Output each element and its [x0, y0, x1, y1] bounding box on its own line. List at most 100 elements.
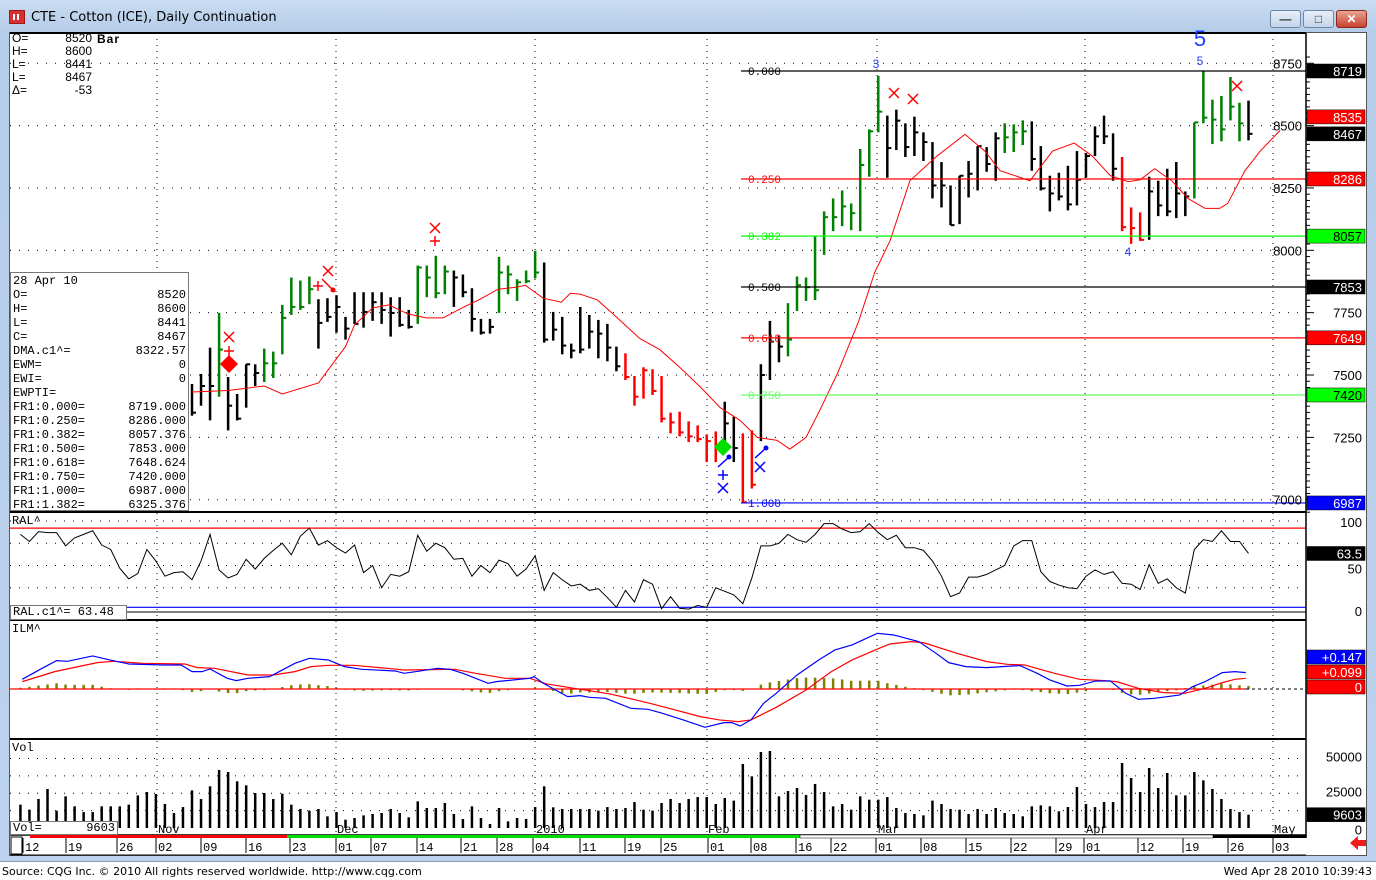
maximize-button[interactable]: □ [1303, 10, 1334, 28]
price-pane[interactable]: 0.000 0.250 0.382 0.500 0.618 0.750 1.000 [190, 67, 1306, 511]
month-label: Mar [878, 823, 900, 837]
price-bar [380, 292, 386, 324]
price-bar [813, 235, 820, 300]
month-label: 2010 [536, 823, 565, 837]
fibonacci-level-label: 0.618 [748, 334, 781, 346]
data-box-value: 8441 [157, 316, 186, 330]
timestamp: Wed Apr 28 2010 10:39:43 [1223, 865, 1372, 878]
vol-pane-label: Vol [12, 741, 34, 755]
axis-badge-text: +0.099 [1322, 665, 1362, 680]
x-marker-stroke [907, 93, 919, 105]
data-box-label: EWPTI= [13, 386, 57, 400]
price-bar [976, 145, 982, 191]
session-strip [799, 834, 1214, 839]
data-box-row: FR1:0.382= 8057.376 [13, 428, 186, 442]
minimize-button[interactable]: — [1270, 10, 1301, 28]
arrow-marker-icon [321, 278, 336, 293]
price-axis-badge: 7649 [1306, 330, 1366, 346]
session-strip [30, 835, 287, 838]
price-bar [994, 132, 1000, 181]
close-button[interactable]: ✕ [1336, 10, 1367, 28]
axis-badge-background [1306, 228, 1366, 244]
month-label: Nov [158, 823, 180, 837]
scroll-to-latest-arrow-icon[interactable] [1350, 836, 1366, 850]
ral-axis-label: 100 [1340, 515, 1362, 530]
date-label: 01 [878, 841, 892, 855]
data-box-value: 8467 [157, 330, 186, 344]
data-box-value: 8286.000 [128, 414, 186, 428]
wave-label-5-major: 5 [1194, 26, 1206, 51]
data-box-row: EWPTI= [13, 386, 186, 400]
price-bar [570, 343, 576, 359]
price-axis-label: 7750 [1333, 306, 1362, 321]
data-box-row: FR1:0.500= 7853.000 [13, 442, 186, 456]
right-value-axis[interactable]: 8750 8500 8250 8000 7750 7500 7250 7000 8719 8535… [1273, 56, 1366, 838]
ilm-pane[interactable] [10, 632, 1306, 728]
price-bar [678, 411, 684, 437]
price-bar [624, 353, 630, 381]
price-bar [768, 320, 774, 381]
status-bar: Source: CQG Inc. © 2010 All rights reser… [0, 862, 1376, 880]
price-bar [398, 297, 404, 327]
plus-marker-stroke [718, 470, 728, 480]
axis-badge-background [1306, 63, 1366, 79]
price-bar [886, 115, 892, 178]
x-marker-icon [907, 93, 919, 105]
wave-label-4: 4 [1125, 245, 1132, 259]
vol-readout: Vol= 9603 [10, 821, 118, 835]
ral-pane[interactable] [10, 522, 1306, 613]
x-marker-stroke [322, 265, 334, 277]
price-bar [1211, 99, 1217, 145]
date-label: 03 [1275, 841, 1289, 855]
axis-badge-text: 8286 [1333, 172, 1362, 187]
price-bar [1003, 123, 1009, 154]
price-bar [1129, 207, 1136, 244]
price-bar [1075, 151, 1081, 206]
session-strip [287, 835, 800, 838]
axis-badge-text: 7420 [1333, 388, 1362, 403]
data-box-label: FR1:0.618= [13, 456, 86, 470]
price-bar [633, 376, 639, 406]
vol-readout-value: 9603 [86, 821, 115, 835]
price-bar [299, 280, 305, 310]
price-axis-label: 8750 [1273, 56, 1302, 71]
price-bar [931, 142, 937, 199]
data-box-row: FR1:0.618= 7648.624 [13, 456, 186, 470]
date-label: 19 [627, 841, 641, 855]
ral-value-badge: 63.5 [1306, 546, 1366, 561]
x-marker-icon [754, 461, 766, 473]
data-box-label: H= [13, 302, 28, 316]
price-axis-label: 8500 [1273, 119, 1302, 134]
month-label: Dec [337, 823, 359, 837]
axis-badge-background [1306, 279, 1366, 295]
quote-value: -53 [74, 83, 92, 97]
price-bar [235, 393, 242, 421]
price-bar [244, 363, 251, 408]
data-box-label: FR1:0.750= [13, 470, 86, 484]
month-label: Apr [1086, 823, 1108, 837]
ral-line [20, 522, 1249, 610]
price-bar [1229, 76, 1235, 121]
price-bar [642, 367, 648, 399]
x-marker-icon [717, 482, 729, 494]
date-label: 19 [1185, 841, 1199, 855]
price-bar [362, 292, 368, 328]
title-bar[interactable]: CTE - Cotton (ICE), Daily Continuation —… [0, 0, 1376, 32]
arrow-marker-icon [717, 454, 732, 468]
volume-axis-label: 25000 [1326, 784, 1362, 799]
ral-pane-label: RAL^ [12, 514, 41, 528]
price-bar [1202, 71, 1208, 124]
volume-pane[interactable] [19, 751, 1250, 828]
month-label: May [1274, 823, 1296, 837]
date-label: 01 [1086, 841, 1100, 855]
price-bar [958, 174, 964, 225]
data-box-row: H= 8600 [13, 302, 186, 316]
time-axis[interactable]: Nov Dec 2010 Feb Mar Apr May 12 19 26 02 09 16 23 01 07… [10, 823, 1366, 856]
price-bar [651, 369, 657, 395]
data-box-value: 7853.000 [128, 442, 186, 456]
price-bar [479, 318, 485, 335]
x-marker-icon [429, 222, 441, 234]
plus-marker-stroke [430, 236, 440, 246]
price-bar [588, 314, 594, 349]
